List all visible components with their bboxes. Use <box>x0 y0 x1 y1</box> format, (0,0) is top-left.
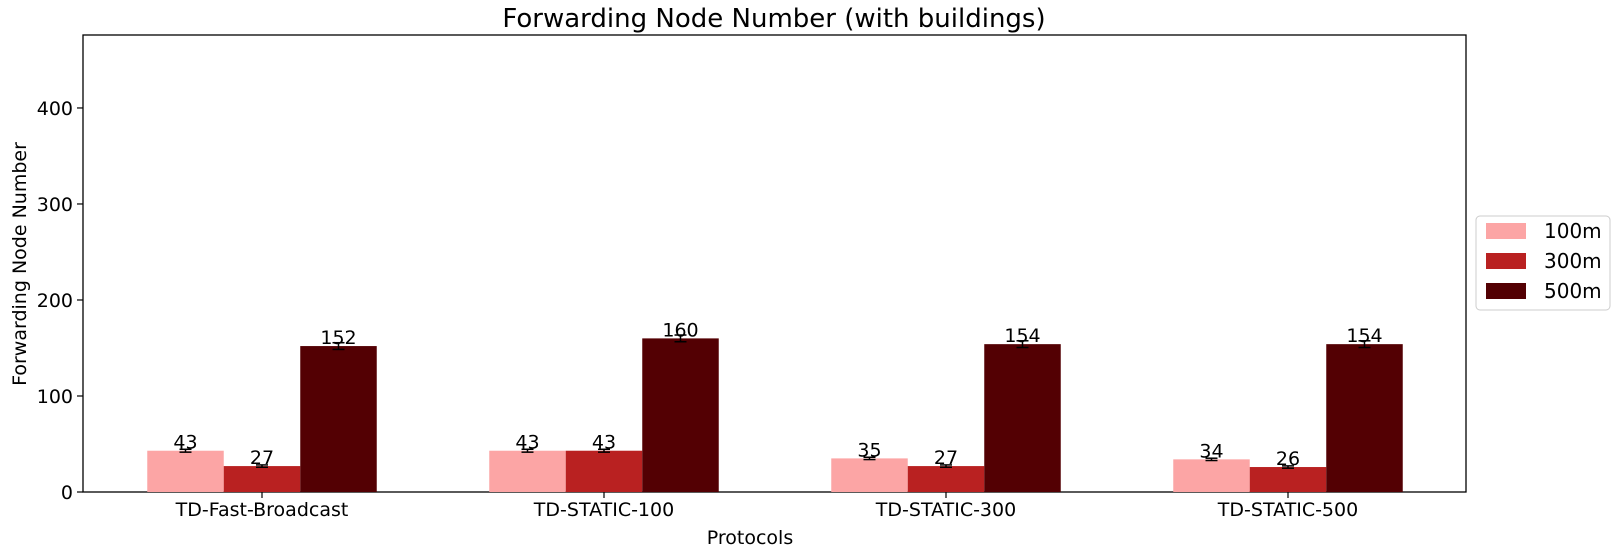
bar <box>831 458 908 492</box>
data-label: 35 <box>857 439 881 461</box>
chart-title: Forwarding Node Number (with buildings) <box>502 4 1045 34</box>
y-tick-label: 400 <box>37 98 73 120</box>
y-tick-label: 100 <box>37 386 73 408</box>
x-tick-label: TD-Fast-Broadcast <box>175 499 349 521</box>
plot-area: 0 100 200 300 400 TD-Fast-Broadcast 43 27 152 TD-… <box>37 34 1467 521</box>
y-axis-label: Forwarding Node Number <box>9 142 31 386</box>
legend-swatch <box>1486 283 1526 299</box>
data-label: 152 <box>320 327 356 349</box>
legend-label: 300m <box>1544 249 1602 273</box>
data-label: 34 <box>1199 440 1223 462</box>
data-label: 154 <box>1346 325 1382 347</box>
bar <box>642 338 719 492</box>
bar <box>147 450 224 492</box>
bar <box>907 466 985 492</box>
data-label: 43 <box>173 432 197 454</box>
bar <box>565 450 643 492</box>
x-tick-label: TD-STATIC-100 <box>533 499 674 521</box>
x-tick-label: TD-STATIC-500 <box>1217 499 1358 521</box>
y-tick-label: 300 <box>37 194 73 216</box>
data-label: 154 <box>1004 325 1040 347</box>
legend-label: 500m <box>1544 279 1602 303</box>
data-label: 43 <box>592 432 616 454</box>
y-tick-label: 0 <box>61 482 73 504</box>
bar <box>223 466 301 492</box>
legend-label: 100m <box>1544 219 1602 243</box>
legend-swatch <box>1486 253 1526 269</box>
data-label: 27 <box>250 447 274 469</box>
bar <box>1326 344 1403 492</box>
legend-swatch <box>1486 223 1526 239</box>
bar <box>489 450 566 492</box>
bar <box>1249 467 1327 492</box>
data-label: 43 <box>515 432 539 454</box>
data-label: 26 <box>1276 448 1300 470</box>
x-tick-label: TD-STATIC-300 <box>875 499 1016 521</box>
bar <box>300 346 377 492</box>
bar <box>1173 459 1250 492</box>
plot-frame <box>82 34 1467 493</box>
bar <box>984 344 1061 492</box>
legend: 100m 300m 500m <box>1475 215 1611 311</box>
data-label: 27 <box>934 447 958 469</box>
data-label: 160 <box>662 319 698 341</box>
x-axis-label: Protocols <box>707 527 793 546</box>
y-tick-label: 200 <box>37 290 73 312</box>
